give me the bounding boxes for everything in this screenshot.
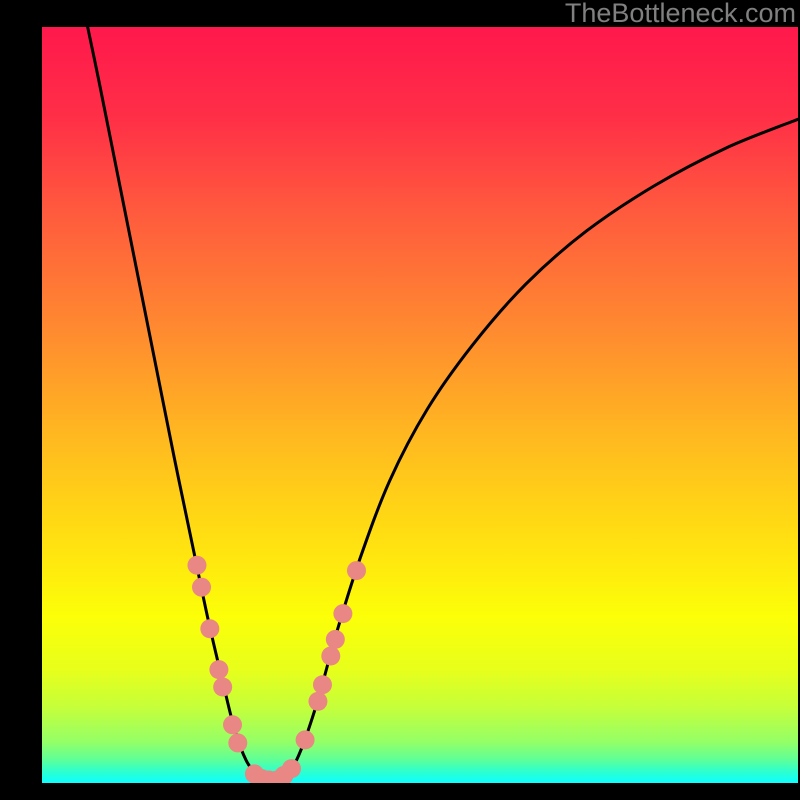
data-marker [333,604,352,623]
data-marker [321,646,340,665]
data-marker [347,561,366,580]
data-marker [228,733,247,752]
data-marker [187,556,206,575]
data-marker [213,677,232,696]
data-marker [282,759,301,778]
plot-area [42,27,798,783]
chart-svg [42,27,798,783]
watermark-text: TheBottleneck.com [565,0,796,29]
data-marker [326,630,345,649]
data-marker [223,715,242,734]
data-marker [192,578,211,597]
data-marker [209,660,228,679]
gradient-background [42,27,798,783]
data-marker [313,675,332,694]
canvas: TheBottleneck.com [0,0,800,800]
data-marker [200,619,219,638]
data-marker [296,730,315,749]
data-marker [308,692,327,711]
